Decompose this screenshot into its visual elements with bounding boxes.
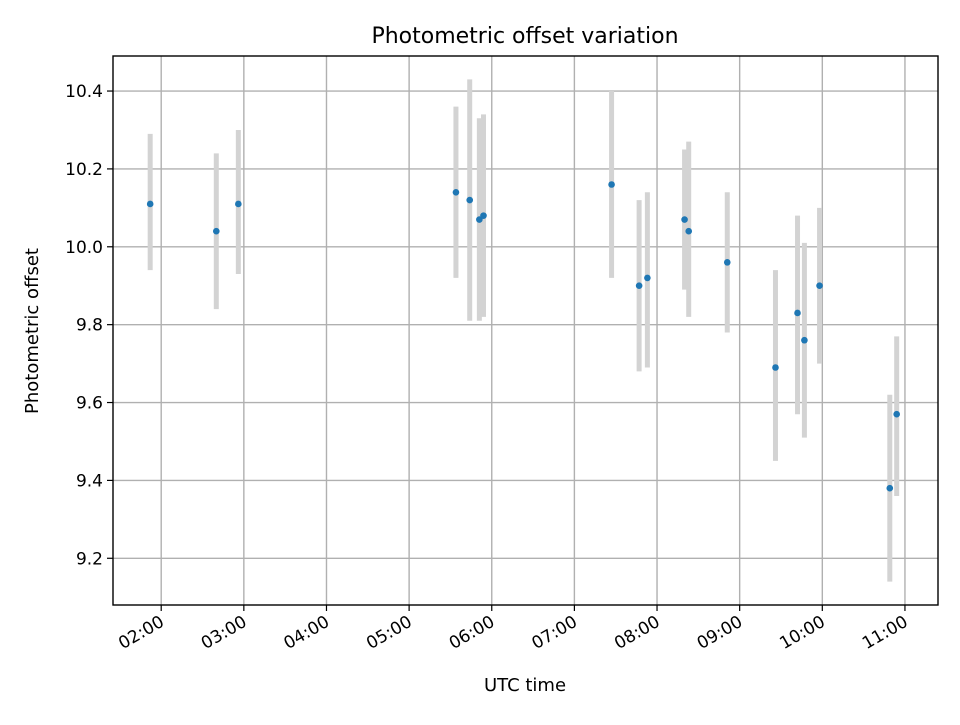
data-point — [681, 216, 688, 223]
data-point — [886, 484, 894, 492]
data-point — [146, 200, 154, 208]
data-point — [212, 227, 220, 235]
data-point — [801, 336, 808, 344]
y-tick-label: 9.8 — [76, 316, 103, 336]
data-point — [685, 227, 693, 235]
y-axis-label: Photometric offset — [22, 248, 43, 414]
data-point — [452, 188, 460, 196]
x-axis-label: UTC time — [484, 675, 566, 696]
data-point — [466, 196, 474, 204]
data-point — [816, 282, 823, 290]
data-point — [794, 309, 801, 317]
y-tick-label: 9.4 — [76, 471, 103, 491]
y-tick-label: 9.2 — [76, 549, 103, 569]
data-point — [772, 364, 779, 371]
chart-title: Photometric offset variation — [371, 24, 678, 49]
grid-layer — [113, 56, 938, 605]
y-tick-label: 9.6 — [76, 394, 103, 414]
data-point — [476, 216, 483, 223]
data-point — [480, 212, 487, 219]
point-layer — [146, 181, 900, 492]
y-tick-label: 10.2 — [65, 160, 103, 180]
data-point — [235, 200, 242, 208]
y-tick-label: 10.4 — [65, 82, 103, 102]
y-tick-label: 10.0 — [65, 238, 103, 258]
data-point — [893, 410, 900, 418]
data-point — [723, 259, 731, 266]
data-point — [608, 181, 615, 188]
data-point — [635, 282, 643, 290]
plot-frame — [112, 55, 939, 606]
data-point — [644, 274, 651, 282]
